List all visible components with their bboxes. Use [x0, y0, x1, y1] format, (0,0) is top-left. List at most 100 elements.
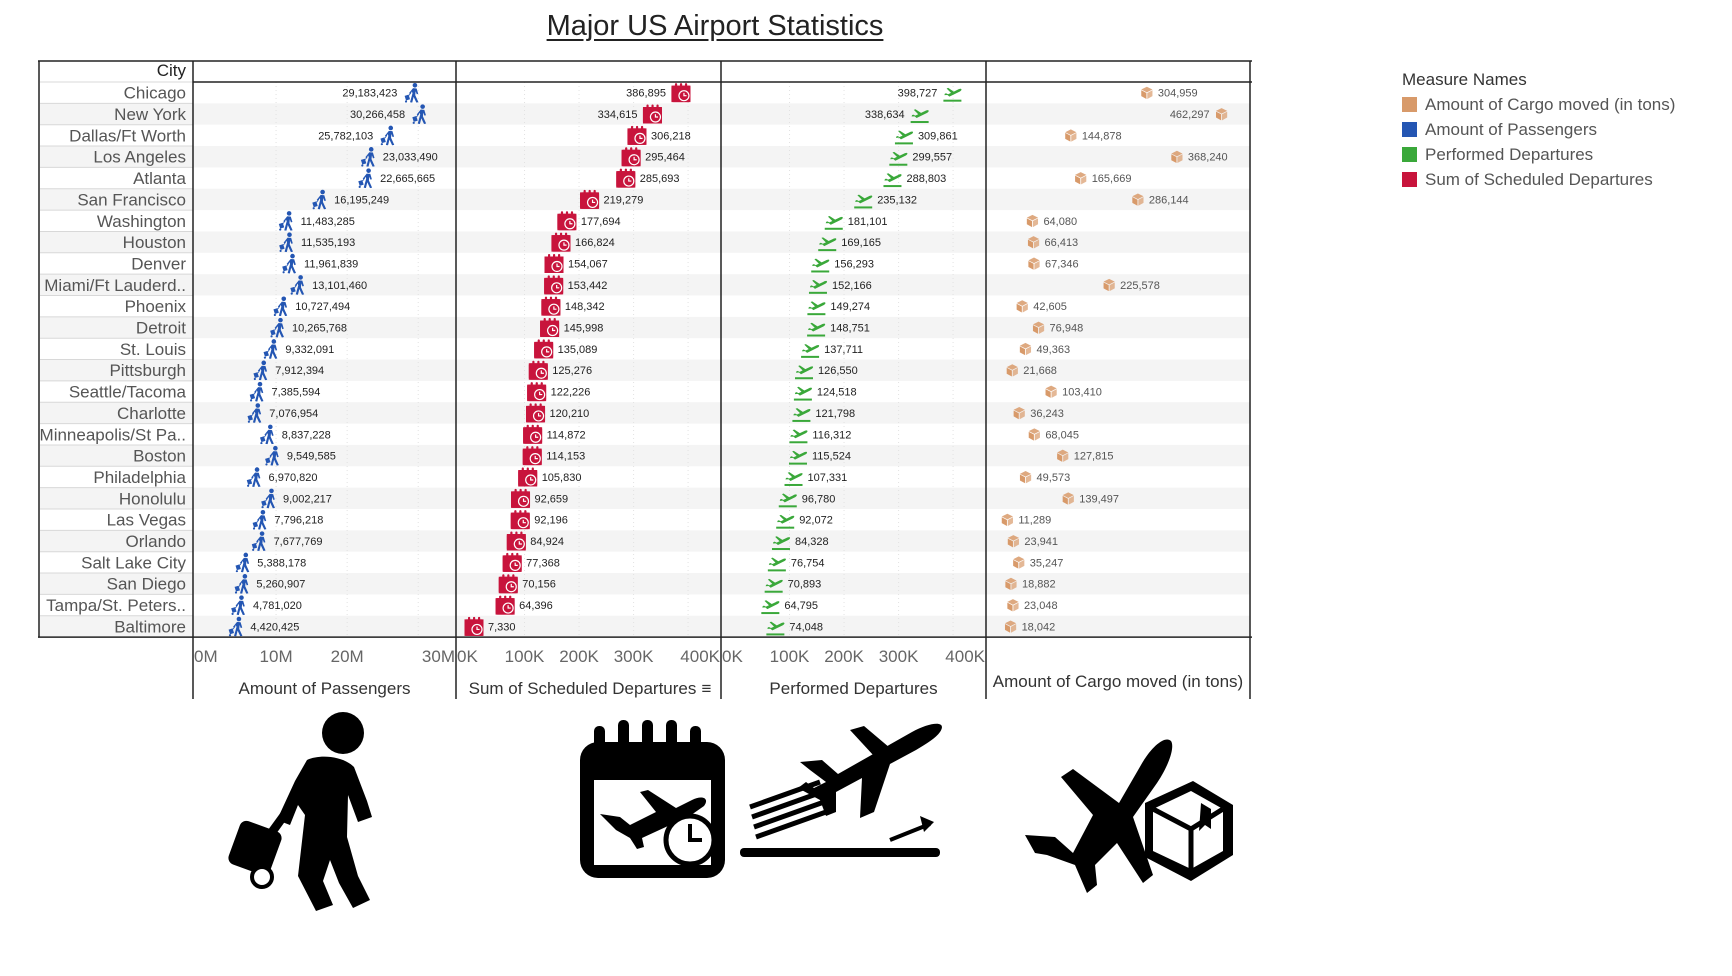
- departing-plane-icon-mark[interactable]: [784, 472, 803, 486]
- calendar-clock-icon-mark[interactable]: [551, 232, 571, 252]
- city-label: Baltimore: [114, 617, 186, 636]
- city-label: Tampa/St. Peters..: [46, 596, 186, 615]
- departing-plane-icon-mark[interactable]: [761, 600, 780, 615]
- cargo-box-icon-mark[interactable]: [1007, 599, 1019, 612]
- calendar-clock-icon-mark[interactable]: [671, 83, 691, 103]
- sort-indicator-icon[interactable]: ≡: [702, 679, 712, 698]
- calendar-clock-icon-mark[interactable]: [616, 168, 636, 188]
- cargo-box-icon-mark[interactable]: [1013, 556, 1025, 569]
- traveler-icon-mark[interactable]: [278, 211, 293, 231]
- departing-plane-icon-mark[interactable]: [789, 429, 808, 444]
- cargo-box-icon-mark[interactable]: [1028, 257, 1040, 270]
- calendar-clock-icon-mark[interactable]: [528, 360, 548, 380]
- tick-label: 0K: [722, 647, 743, 666]
- calendar-clock-icon-mark[interactable]: [498, 574, 518, 594]
- data-label: 152,166: [832, 280, 872, 292]
- cargo-box-icon-mark[interactable]: [1075, 172, 1087, 185]
- calendar-clock-icon-mark[interactable]: [557, 211, 577, 231]
- departing-plane-icon-mark[interactable]: [943, 87, 962, 102]
- data-label: 149,274: [830, 301, 870, 313]
- data-label: 125,276: [552, 365, 592, 377]
- legend-label: Sum of Scheduled Departures: [1425, 169, 1653, 189]
- data-label: 288,803: [906, 173, 946, 185]
- departing-plane-icon-mark[interactable]: [776, 514, 795, 529]
- axis-title: Amount of Passengers: [239, 679, 411, 698]
- departing-plane-icon-mark[interactable]: [793, 386, 812, 401]
- traveler-icon-mark[interactable]: [358, 168, 373, 189]
- data-label: 105,830: [542, 472, 582, 484]
- legend-item[interactable]: Sum of Scheduled Departures: [1402, 167, 1675, 192]
- data-label: 25,782,103: [318, 130, 373, 142]
- calendar-clock-icon-mark[interactable]: [511, 488, 531, 508]
- data-label: 7,796,218: [274, 515, 323, 527]
- calendar-clock-icon-mark[interactable]: [495, 595, 515, 615]
- calendar-clock-icon-mark[interactable]: [642, 104, 662, 124]
- tick-label: 0K: [457, 647, 478, 666]
- data-label: 66,413: [1045, 237, 1079, 249]
- calendar-clock-icon-mark[interactable]: [518, 467, 538, 487]
- traveler-icon-mark[interactable]: [404, 82, 419, 103]
- calendar-clock-icon-mark[interactable]: [534, 339, 554, 359]
- data-label: 148,751: [830, 323, 870, 335]
- data-label: 286,144: [1149, 194, 1189, 206]
- departing-plane-icon-mark[interactable]: [883, 173, 902, 188]
- departing-plane-icon-mark[interactable]: [807, 301, 826, 316]
- data-label: 181,101: [848, 216, 888, 228]
- departing-plane-icon-mark[interactable]: [894, 130, 914, 145]
- row-band: [40, 316, 1250, 339]
- calendar-clock-icon-mark[interactable]: [544, 253, 564, 273]
- calendar-clock-icon-mark[interactable]: [621, 147, 641, 167]
- data-label: 10,727,494: [295, 301, 350, 313]
- traveler-icon-mark[interactable]: [380, 125, 395, 146]
- departing-plane-icon-mark[interactable]: [801, 344, 820, 358]
- calendar-clock-icon-mark[interactable]: [523, 424, 543, 444]
- data-label: 22,665,665: [380, 173, 435, 185]
- data-label: 84,328: [795, 536, 829, 548]
- traveler-icon-mark[interactable]: [282, 253, 297, 274]
- data-label: 154,067: [568, 258, 608, 270]
- city-label: Honolulu: [119, 489, 186, 508]
- cargo-box-icon-mark[interactable]: [1016, 300, 1028, 313]
- calendar-clock-icon-mark[interactable]: [541, 296, 561, 316]
- traveler-icon-mark[interactable]: [252, 509, 267, 530]
- legend-item[interactable]: Amount of Passengers: [1402, 117, 1675, 142]
- departing-plane-icon-mark[interactable]: [811, 258, 830, 273]
- traveler-icon-mark[interactable]: [273, 296, 288, 317]
- calendar-clock-icon-mark[interactable]: [522, 446, 542, 466]
- traveler-icon-mark[interactable]: [249, 381, 264, 402]
- calendar-clock-icon-mark[interactable]: [506, 531, 526, 551]
- calendar-clock-icon-mark[interactable]: [527, 382, 547, 402]
- data-label: 368,240: [1188, 152, 1228, 164]
- legend-item[interactable]: Performed Departures: [1402, 142, 1675, 167]
- cargo-box-icon-mark[interactable]: [1141, 86, 1153, 99]
- calendar-clock-icon-mark[interactable]: [502, 552, 522, 572]
- cargo-box-icon-mark[interactable]: [1019, 471, 1032, 484]
- calendar-clock-icon-mark[interactable]: [464, 616, 484, 636]
- cargo-box-icon-mark[interactable]: [1001, 513, 1013, 526]
- traveler-icon-mark[interactable]: [231, 595, 245, 616]
- calendar-clock-icon-mark[interactable]: [510, 510, 530, 530]
- cargo-box-icon-mark[interactable]: [1026, 214, 1039, 228]
- legend-item[interactable]: Amount of Cargo moved (in tons): [1402, 92, 1675, 117]
- cargo-box-icon-mark[interactable]: [1045, 385, 1057, 398]
- calendar-clock-icon-mark[interactable]: [544, 275, 564, 295]
- calendar-clock-icon-mark[interactable]: [526, 403, 546, 423]
- calendar-clock-icon-mark[interactable]: [580, 189, 600, 209]
- chart-title: Major US Airport Statistics: [546, 10, 884, 42]
- cargo-box-icon-mark[interactable]: [1019, 342, 1032, 356]
- data-label: 68,045: [1045, 429, 1079, 441]
- departing-plane-icon-mark[interactable]: [824, 215, 843, 230]
- traveler-icon-mark[interactable]: [260, 424, 274, 445]
- calendar-clock-icon-mark[interactable]: [627, 125, 647, 145]
- row-band: [40, 359, 1250, 381]
- data-label: 114,153: [546, 451, 585, 463]
- cargo-box-icon-mark[interactable]: [1028, 428, 1040, 441]
- traveler-icon-mark[interactable]: [263, 339, 278, 359]
- calendar-clock-icon-mark[interactable]: [540, 318, 560, 338]
- data-label: 9,549,585: [287, 451, 336, 463]
- traveler-icon-mark[interactable]: [235, 552, 250, 573]
- traveler-icon-mark[interactable]: [246, 467, 261, 487]
- departing-plane-icon-mark[interactable]: [767, 557, 786, 572]
- cargo-box-icon-mark[interactable]: [1065, 129, 1077, 142]
- data-label: 13,101,460: [312, 280, 367, 292]
